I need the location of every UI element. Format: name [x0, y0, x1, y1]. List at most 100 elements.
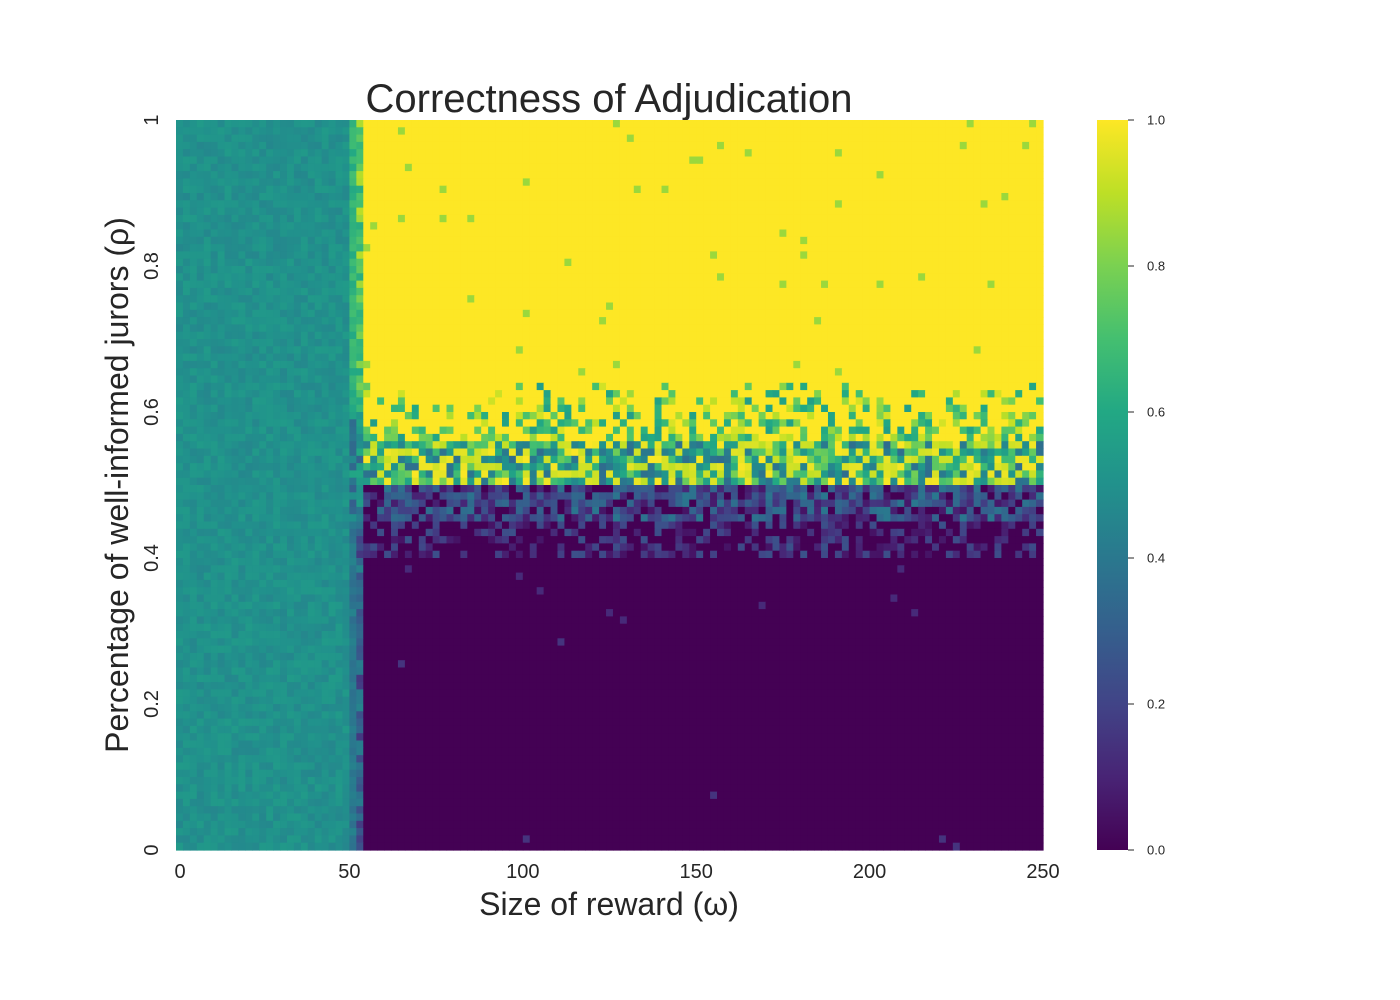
heatmap-cell	[418, 360, 427, 369]
heatmap-cell	[800, 244, 808, 252]
heatmap-cell	[827, 141, 836, 150]
heatmap-cell	[585, 134, 593, 143]
heatmap-cell	[460, 266, 468, 274]
heatmap-cell	[571, 178, 579, 187]
heatmap-cell	[876, 375, 885, 384]
heatmap-cell	[377, 339, 385, 347]
heatmap-cell	[779, 390, 787, 398]
heatmap-cell	[682, 382, 690, 391]
heatmap-cell	[786, 120, 794, 128]
heatmap-cell	[536, 141, 545, 150]
heatmap-cell	[515, 200, 524, 209]
heatmap-cell	[307, 390, 316, 398]
heatmap-cell	[710, 229, 718, 238]
heatmap-cell	[280, 185, 288, 194]
heatmap-cell	[488, 178, 496, 187]
heatmap-cell	[564, 346, 572, 355]
heatmap-cell	[938, 404, 947, 413]
heatmap-cell	[1022, 397, 1030, 406]
heatmap-cell	[987, 229, 996, 238]
heatmap-cell	[182, 251, 191, 260]
heatmap-cell	[342, 141, 350, 150]
heatmap-cell	[432, 222, 441, 231]
heatmap-cell	[689, 302, 697, 311]
heatmap-cell	[1029, 360, 1037, 369]
heatmap-cell	[675, 287, 683, 296]
heatmap-cell	[675, 339, 683, 347]
heatmap-cell	[834, 236, 843, 245]
heatmap-cell	[384, 309, 392, 318]
heatmap-cell	[952, 266, 961, 274]
heatmap-cell	[224, 222, 233, 231]
heatmap-cell	[224, 236, 233, 245]
heatmap-cell	[300, 258, 309, 267]
heatmap-cell	[911, 295, 919, 304]
heatmap-cell	[321, 346, 330, 355]
heatmap-cell	[994, 236, 1002, 245]
heatmap-cell	[689, 346, 697, 355]
heatmap-cell	[710, 287, 718, 296]
heatmap-cell	[918, 339, 926, 347]
heatmap-cell	[696, 404, 704, 413]
heatmap-cell	[987, 382, 996, 391]
heatmap-cell	[897, 397, 905, 406]
heatmap-cell	[668, 397, 676, 406]
heatmap-cell	[973, 287, 982, 296]
heatmap-cell	[668, 214, 676, 223]
heatmap-cell	[1036, 200, 1044, 209]
heatmap-cell	[626, 273, 635, 282]
heatmap-cell	[467, 273, 475, 282]
heatmap-cell	[1022, 287, 1030, 296]
heatmap-cell	[370, 287, 378, 296]
heatmap-cell	[1008, 134, 1016, 143]
heatmap-cell	[779, 120, 787, 128]
heatmap-cell	[217, 244, 226, 252]
heatmap-cell	[481, 258, 489, 267]
heatmap-cell	[467, 375, 475, 384]
heatmap-cell	[286, 302, 295, 311]
heatmap-cell	[952, 360, 961, 369]
heatmap-cell	[189, 339, 198, 347]
heatmap-cell	[855, 375, 864, 384]
heatmap-cell	[994, 397, 1002, 406]
heatmap-cell	[1029, 178, 1037, 187]
heatmap-cell	[938, 382, 947, 391]
heatmap-cell	[758, 178, 767, 187]
heatmap-cell	[987, 141, 996, 150]
heatmap-cell	[543, 353, 552, 362]
heatmap-cell	[397, 390, 406, 398]
heatmap-cell	[564, 134, 572, 143]
heatmap-cell	[300, 120, 309, 128]
heatmap-cell	[1029, 375, 1037, 384]
heatmap-cell	[800, 331, 808, 340]
heatmap-cell	[245, 339, 253, 347]
heatmap-cell	[661, 222, 670, 231]
heatmap-cell	[980, 120, 989, 128]
heatmap-cell	[578, 200, 586, 209]
heatmap-cell	[765, 156, 774, 165]
heatmap-cell	[529, 156, 538, 165]
heatmap-cell	[501, 244, 510, 252]
heatmap-cell	[460, 353, 468, 362]
heatmap-cell	[293, 295, 302, 304]
heatmap-cell	[439, 353, 448, 362]
heatmap-cell	[1008, 185, 1016, 194]
heatmap-cell	[259, 171, 267, 179]
heatmap-cell	[418, 397, 427, 406]
heatmap-cell	[952, 156, 961, 165]
heatmap-cell	[827, 171, 836, 179]
heatmap-cell	[765, 375, 774, 384]
heatmap-cell	[280, 346, 288, 355]
heatmap-cell	[391, 222, 399, 231]
heatmap-cell	[793, 331, 801, 340]
heatmap-cell	[848, 287, 857, 296]
heatmap-cell	[661, 368, 670, 377]
heatmap-cell	[446, 171, 455, 179]
heatmap-cell	[481, 214, 489, 223]
heatmap-cell	[793, 120, 801, 128]
heatmap-cell	[224, 156, 233, 165]
heatmap-cell	[640, 185, 649, 194]
heatmap-cell	[307, 353, 316, 362]
heatmap-cell	[765, 141, 774, 150]
heatmap-cell	[945, 222, 954, 231]
